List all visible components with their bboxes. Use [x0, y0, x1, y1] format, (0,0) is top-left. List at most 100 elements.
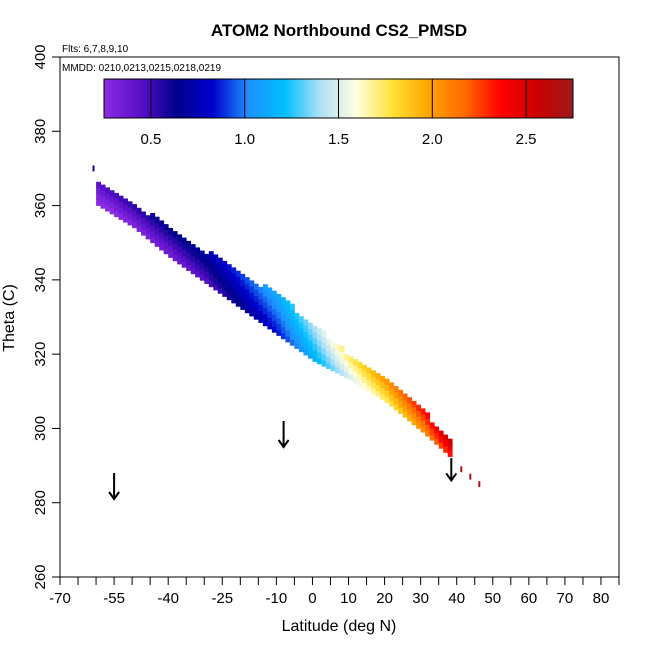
data-cell [298, 334, 304, 341]
data-cell [326, 344, 331, 352]
data-cell [172, 243, 178, 250]
data-cell [262, 319, 268, 327]
data-cell [235, 288, 241, 295]
data-cell [190, 256, 196, 263]
data-cell [285, 318, 291, 325]
data-cell [289, 303, 295, 310]
data-cell [217, 275, 223, 282]
data-cell [384, 378, 390, 385]
data-cell [199, 256, 205, 263]
data-cell [172, 254, 178, 262]
data-cell [195, 253, 201, 260]
data-cell [262, 308, 268, 315]
data-cell [326, 350, 331, 357]
data-cell [294, 330, 300, 337]
data-cell [235, 300, 241, 307]
data-cell [168, 239, 174, 246]
data-cell [267, 305, 273, 312]
data-cell [276, 294, 282, 301]
data-cell [366, 373, 372, 380]
data-cell [267, 311, 273, 318]
data-cell [258, 316, 264, 323]
data-cell [244, 300, 250, 308]
data-cell [303, 337, 309, 344]
data-cell [389, 394, 394, 401]
data-cell [371, 382, 376, 389]
data-cell [267, 287, 273, 294]
data-cell [136, 213, 142, 220]
data-cell [429, 434, 435, 441]
colorbar-tick-label: 0.5 [140, 131, 161, 148]
data-cell [258, 292, 264, 300]
data-cell [280, 297, 286, 304]
flights-subtitle: Flts: 6,7,8,9,10 [62, 44, 129, 55]
y-tick-label: 280 [32, 490, 49, 515]
data-cell [226, 287, 232, 295]
down-arrow-icon [108, 473, 120, 501]
data-cell [398, 395, 403, 402]
data-cell [289, 309, 295, 316]
data-cell [294, 336, 300, 343]
data-cell [375, 379, 381, 386]
x-tick-label: 60 [520, 590, 537, 607]
data-cell [344, 360, 349, 367]
data-cell [204, 277, 210, 284]
data-cell [271, 302, 277, 309]
data-cell [366, 379, 372, 386]
data-cell [217, 287, 223, 294]
data-cell [298, 345, 304, 353]
data-cell [208, 251, 214, 258]
data-cell [420, 420, 426, 427]
data-cell [312, 325, 318, 333]
data-cell [249, 280, 255, 287]
data-cell [317, 346, 322, 353]
data-cell [443, 440, 449, 447]
data-cell [150, 236, 156, 244]
data-cell [190, 261, 196, 269]
data-cell [199, 274, 205, 281]
data-cell [222, 260, 228, 268]
data-cell [330, 341, 336, 348]
data-cell [159, 226, 165, 233]
data-cell [231, 297, 237, 304]
x-tick-label: -70 [49, 590, 71, 607]
data-cell [231, 291, 237, 298]
data-cell [253, 307, 259, 314]
data-cell [186, 252, 192, 259]
data-cell [118, 201, 124, 208]
data-cell [375, 390, 381, 398]
data-cell [150, 218, 156, 226]
data-cell [271, 314, 277, 321]
data-cell [118, 213, 124, 220]
data-cell [145, 233, 151, 240]
x-tick-label: 40 [448, 590, 465, 607]
data-cell [312, 343, 318, 350]
data-cell [294, 318, 300, 326]
data-cell [145, 221, 151, 228]
data-cell [123, 210, 128, 217]
data-cell [420, 414, 426, 421]
data-cell [366, 367, 372, 374]
data-cell [348, 362, 354, 369]
data-cell [438, 442, 444, 449]
data-cell [357, 361, 363, 369]
data-cell [226, 264, 232, 271]
data-cell [253, 283, 259, 290]
data-cell [136, 207, 142, 215]
data-cell [348, 368, 354, 375]
data-cell [362, 364, 367, 371]
data-cell [105, 193, 110, 200]
data-cell [353, 371, 358, 378]
data-cell [335, 343, 340, 350]
data-layer [92, 165, 481, 488]
data-cell [271, 320, 277, 327]
data-cell [389, 400, 394, 407]
data-cell [267, 323, 273, 330]
data-cell [317, 334, 322, 341]
data-cell [294, 312, 300, 320]
data-cell [429, 422, 435, 429]
data-cell [312, 355, 318, 362]
data-cell [258, 286, 264, 294]
data-cell [298, 328, 304, 335]
data-cell [434, 438, 440, 445]
